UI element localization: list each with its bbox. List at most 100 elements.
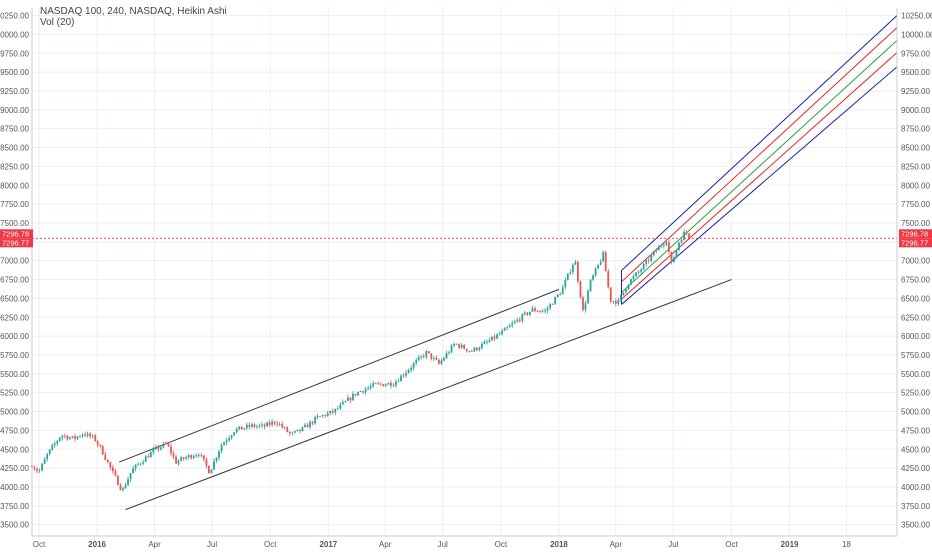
candle-body bbox=[66, 435, 69, 440]
candle-body bbox=[579, 281, 582, 298]
candle-body bbox=[650, 255, 653, 261]
candle-body bbox=[389, 382, 392, 386]
candle-body bbox=[124, 485, 127, 489]
candle-body bbox=[347, 397, 349, 401]
candle-body bbox=[508, 325, 511, 328]
y-tick-label-right: 5750.00 bbox=[901, 351, 930, 360]
x-tick-label: Apr bbox=[610, 540, 623, 549]
price-marker-left bbox=[0, 229, 33, 239]
candle-body bbox=[518, 319, 521, 321]
candle-body bbox=[571, 264, 574, 273]
y-tick-label-left: 10000.00 bbox=[0, 30, 30, 39]
y-tick-label-right: 6500.00 bbox=[901, 294, 930, 303]
candle-body bbox=[405, 372, 407, 376]
y-tick-label-right: 7500.00 bbox=[901, 219, 930, 228]
candle-body bbox=[523, 312, 526, 315]
candle-body bbox=[154, 446, 157, 450]
candle-body bbox=[157, 446, 160, 450]
candle-body bbox=[127, 479, 129, 486]
candle-body bbox=[159, 447, 162, 450]
price-marker-label-left: 7296.77 bbox=[2, 238, 29, 247]
candle-body bbox=[91, 435, 94, 437]
pitchfork-line-upper-mid[interactable] bbox=[621, 27, 898, 283]
candle-body bbox=[435, 357, 438, 360]
candle-body bbox=[539, 311, 541, 313]
candle-body bbox=[319, 416, 322, 417]
candle-body bbox=[685, 231, 688, 234]
candle-body bbox=[273, 421, 276, 424]
candle-body bbox=[465, 348, 468, 351]
pitchfork-line-lower-mid[interactable] bbox=[621, 52, 898, 300]
candle-body bbox=[670, 251, 673, 263]
candle-body bbox=[162, 443, 165, 448]
y-tick-label-left: 7750.00 bbox=[0, 200, 29, 209]
candle-body bbox=[501, 330, 503, 334]
candle-body bbox=[630, 279, 632, 285]
candle-body bbox=[443, 358, 445, 361]
candle-body bbox=[392, 385, 395, 387]
candle-body bbox=[170, 446, 172, 454]
candle-body bbox=[475, 347, 478, 351]
candle-body bbox=[541, 310, 544, 312]
candle-body bbox=[301, 427, 304, 432]
candle-body bbox=[592, 275, 594, 280]
candle-body bbox=[382, 384, 385, 387]
pitchfork-line-upper[interactable] bbox=[621, 15, 898, 271]
candle-body bbox=[182, 457, 185, 459]
candle-body bbox=[147, 456, 150, 458]
candle-body bbox=[673, 257, 675, 263]
x-tick-label: Apr bbox=[379, 540, 392, 549]
x-tick-label: Apr bbox=[148, 540, 161, 549]
candle-body bbox=[261, 424, 263, 426]
candle-body bbox=[645, 260, 648, 264]
candle-body bbox=[503, 328, 506, 331]
candle-body bbox=[36, 469, 38, 471]
y-tick-label-left: 4750.00 bbox=[0, 426, 29, 435]
volume-indicator-label[interactable]: Vol (20) bbox=[40, 17, 75, 28]
candle-body bbox=[597, 264, 600, 269]
candle-body bbox=[556, 294, 559, 297]
pitchfork-line-median[interactable] bbox=[621, 40, 898, 293]
candle-body bbox=[210, 469, 213, 474]
candle-body bbox=[81, 434, 84, 437]
candle-body bbox=[329, 410, 332, 414]
candle-body bbox=[561, 287, 564, 295]
candle-body bbox=[326, 413, 329, 417]
candle-body bbox=[51, 445, 54, 450]
candle-body bbox=[445, 353, 448, 359]
candle-body bbox=[460, 344, 463, 348]
trend-line-lower[interactable] bbox=[125, 279, 732, 511]
trend-channel[interactable] bbox=[119, 279, 732, 511]
y-tick-label-left: 3750.00 bbox=[0, 502, 29, 511]
candle-body bbox=[46, 454, 49, 460]
candle-body bbox=[609, 287, 612, 302]
trend-line-upper[interactable] bbox=[119, 288, 560, 463]
candle-body bbox=[425, 351, 428, 357]
pitchfork-line-lower[interactable] bbox=[621, 66, 898, 305]
candle-body bbox=[344, 400, 347, 403]
candle-body bbox=[202, 455, 205, 460]
candle-body bbox=[619, 295, 622, 301]
candle-body bbox=[594, 268, 597, 276]
candle-body bbox=[372, 383, 375, 387]
candle-body bbox=[440, 360, 443, 364]
y-tick-label-right: 9750.00 bbox=[901, 49, 930, 58]
candle-body bbox=[89, 433, 92, 437]
candles bbox=[31, 229, 691, 492]
x-tick-label: 2016 bbox=[88, 540, 106, 549]
candle-body bbox=[599, 261, 602, 265]
candle-body bbox=[109, 462, 112, 468]
x-tick-label: Jul bbox=[207, 540, 217, 549]
candle-body bbox=[142, 462, 145, 464]
y-tick-label-left: 9500.00 bbox=[0, 68, 29, 77]
price-marker-label-right: 7296.77 bbox=[901, 238, 928, 247]
candle-body bbox=[286, 427, 289, 432]
candle-body bbox=[195, 455, 198, 457]
y-tick-label-left: 9250.00 bbox=[0, 87, 29, 96]
pitchfork[interactable] bbox=[621, 15, 898, 305]
candle-body bbox=[228, 437, 231, 441]
candle-body bbox=[33, 467, 36, 470]
candle-body bbox=[683, 231, 685, 241]
